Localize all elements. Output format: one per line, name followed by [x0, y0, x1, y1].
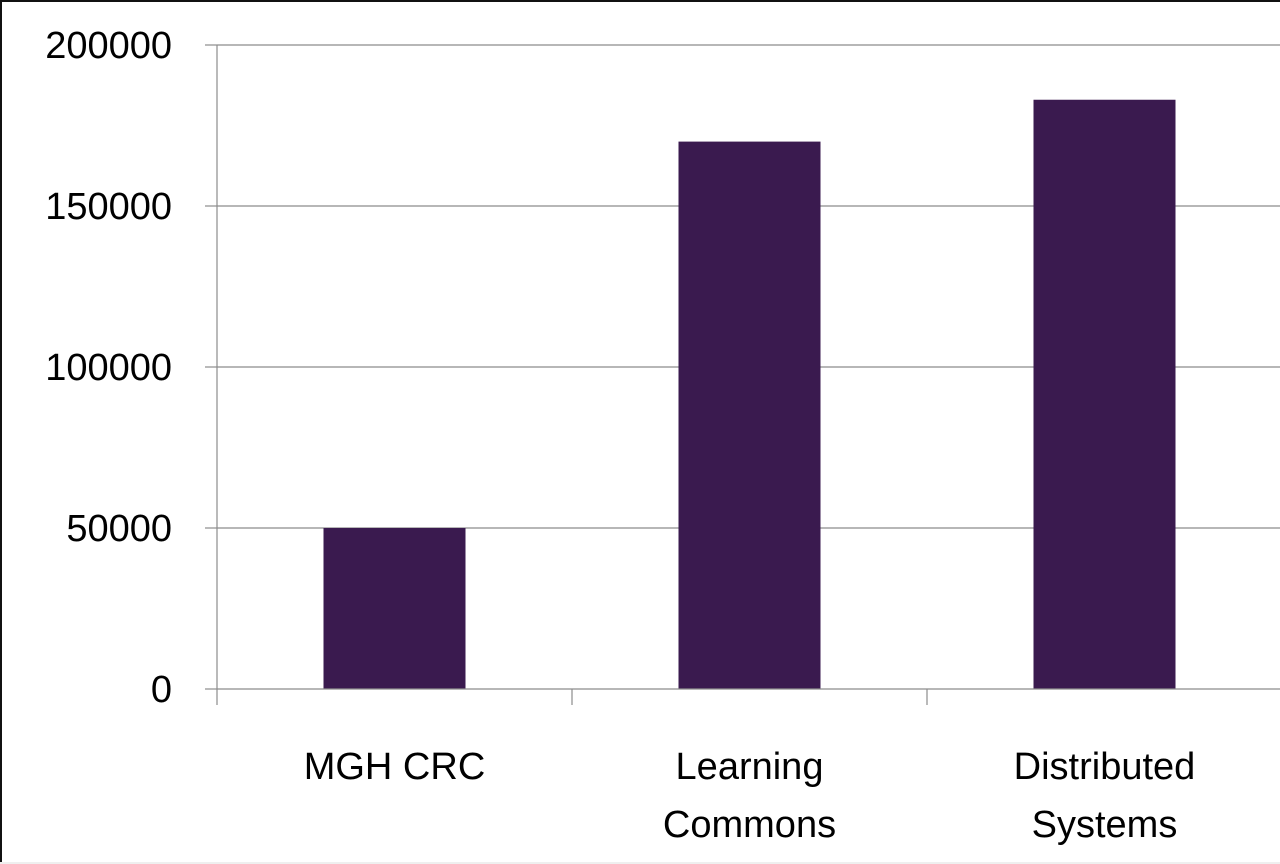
y-tick-label: 0: [151, 669, 172, 711]
bars: [323, 99, 1176, 690]
bar: [323, 528, 466, 689]
bar: [1033, 99, 1176, 690]
y-tick-label: 200000: [45, 25, 172, 67]
y-tick-labels: 0 50000 100000 150000 200000: [45, 25, 172, 711]
x-category-label: Learning Commons: [663, 746, 836, 846]
y-tick-label: 150000: [45, 186, 172, 228]
y-tick-label: 50000: [66, 508, 172, 550]
bar: [678, 141, 821, 690]
y-tick-label: 100000: [45, 347, 172, 389]
x-category-label: Distributed Systems: [1014, 746, 1196, 846]
axes: [205, 44, 1280, 705]
x-category-label: MGH CRC: [304, 746, 486, 788]
x-category-labels: MGH CRC Learning Commons Distributed Systems: [304, 746, 1196, 846]
